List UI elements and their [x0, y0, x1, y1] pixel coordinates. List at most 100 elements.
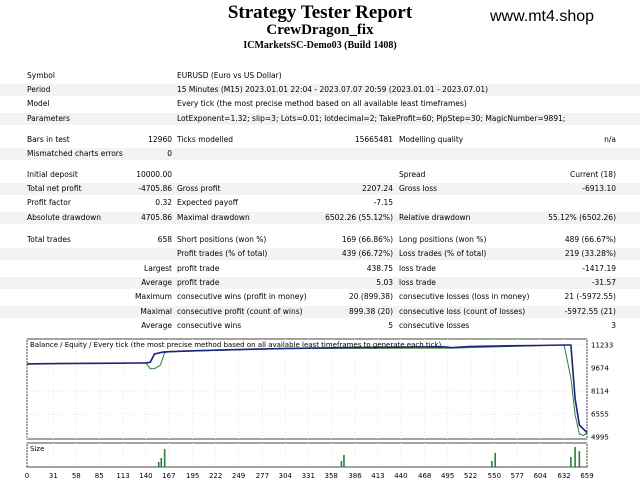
x-tick-label: 632: [557, 472, 570, 480]
x-tick-label: 659: [580, 472, 593, 480]
legend-separator: /: [58, 341, 65, 349]
long-positions-label: Long positions (won %): [399, 235, 487, 244]
watermark-link[interactable]: www.mt4.shop: [490, 8, 595, 25]
report-title: Strategy Tester Report: [227, 2, 413, 23]
legend-description: / Every tick (the most precise method ba…: [87, 341, 442, 349]
legend-balance: Balance: [30, 341, 58, 349]
legend-equity: Equity: [65, 341, 87, 349]
quality-label: Modelling quality: [399, 135, 464, 144]
spread-value: Current (18): [570, 170, 616, 179]
x-tick-label: 140: [139, 472, 152, 480]
mismatch-label: Mismatched charts errors: [27, 149, 123, 158]
largest-loss-label: loss trade: [399, 264, 436, 273]
symbol-row: Symbol EURUSD (Euro vs US Dollar): [0, 70, 640, 82]
x-tick-label: 222: [209, 472, 222, 480]
ticks-value: 15665481: [354, 135, 393, 144]
total-trades-value: 658: [157, 235, 172, 244]
profit-trades-value: 439 (66.72%): [341, 249, 393, 258]
parameters-value: LotExponent=1.32; slip=3; Lots=0.01; lot…: [177, 114, 566, 123]
x-tick-label: 495: [441, 472, 454, 480]
chart-legend: Balance / Equity / Every tick (the most …: [30, 341, 441, 349]
absolute-drawdown-label: Absolute drawdown: [27, 213, 101, 222]
profit-factor-value: 0.32: [155, 198, 172, 207]
average-loss-value: -31.57: [591, 278, 616, 287]
total-trades-row: Total trades 658 Short positions (won %)…: [0, 234, 640, 246]
symbol-value: EURUSD (Euro vs US Dollar): [177, 71, 282, 80]
y-tick-label: 6555: [591, 410, 609, 418]
model-label: Model: [27, 99, 50, 108]
max-consec-losses-label: consecutive losses (loss in money): [399, 292, 530, 301]
size-label: Size: [30, 445, 44, 453]
expert-name: CrewDragon_fix: [266, 22, 374, 38]
avg-consec-losses-value: 3: [611, 321, 616, 330]
maximal-drawdown-label: Maximal drawdown: [177, 213, 250, 222]
deposit-value: 10000.00: [136, 170, 172, 179]
maximal-profit-label: consecutive profit (count of wins): [177, 307, 303, 316]
net-profit-row: Total net profit -4705.86 Gross profit 2…: [0, 183, 640, 195]
largest-label: Largest: [144, 264, 172, 273]
largest-profit-value: 438.75: [366, 264, 393, 273]
net-profit-value: -4705.86: [138, 184, 172, 193]
size-bar: [574, 447, 576, 467]
loss-trades-label: Loss trades (% of total): [399, 249, 487, 258]
deposit-row: Initial deposit 10000.00 Spread Current …: [0, 169, 640, 181]
x-tick-label: 386: [348, 472, 362, 480]
average-profit-label: profit trade: [177, 278, 220, 287]
largest-row: Largest profit trade 438.75 loss trade -…: [0, 263, 640, 275]
max-consec-wins-label: consecutive wins (profit in money): [177, 292, 307, 301]
y-tick-label: 8114: [591, 388, 609, 396]
maximal-loss-value: -5972.55 (21): [564, 307, 616, 316]
maximal-loss-label: consecutive loss (count of losses): [399, 307, 526, 316]
largest-loss-value: -1417.19: [582, 264, 616, 273]
x-tick-label: 550: [488, 472, 501, 480]
size-bars: [157, 447, 581, 467]
x-tick-label: 167: [162, 472, 175, 480]
balance-chart: 11233 9674 8114 6555 4995 0 31 58 85 113 140 167 19…: [25, 338, 613, 480]
size-bar: [343, 455, 345, 467]
x-tick-label: 522: [464, 472, 477, 480]
max-consec-losses-value: 21 (-5972.55): [564, 292, 616, 301]
model-value: Every tick (the most precise method base…: [177, 99, 467, 108]
ticks-label: Ticks modelled: [177, 135, 234, 144]
x-tick-label: 577: [511, 472, 524, 480]
average-consec-label: Average: [141, 321, 172, 330]
average-label: Average: [141, 278, 172, 287]
profit-trades-label: Profit trades (% of total): [177, 249, 268, 258]
size-bar: [491, 461, 493, 467]
average-loss-label: loss trade: [399, 278, 436, 287]
x-tick-label: 604: [534, 472, 548, 480]
size-bar: [160, 458, 163, 467]
y-tick-labels: 11233 9674 8114 6555 4995: [591, 342, 613, 442]
period-label: Period: [27, 85, 51, 94]
period-value: 15 Minutes (M15) 2023.01.01 22:04 - 2023…: [177, 85, 489, 94]
maximal-row: Maximal consecutive profit (count of win…: [0, 306, 640, 318]
y-tick-label: 11233: [591, 342, 613, 350]
expected-payoff-label: Expected payoff: [177, 198, 238, 207]
gross-profit-label: Gross profit: [177, 184, 221, 193]
size-plot-frame: [26, 442, 588, 468]
x-tick-label: 440: [394, 472, 407, 480]
avg-consec-wins-value: 5: [388, 321, 393, 330]
maximum-label: Maximum: [135, 292, 172, 301]
size-bar: [340, 461, 343, 467]
loss-trades-value: 219 (33.28%): [564, 249, 616, 258]
long-positions-value: 489 (66.67%): [564, 235, 616, 244]
x-tick-label: 358: [325, 472, 338, 480]
mismatch-row: Mismatched charts errors 0: [0, 148, 640, 160]
size-bar: [163, 449, 166, 467]
server-name: ICMarketsSC-Demo03 (Build 1408): [243, 40, 397, 51]
bars-row: Bars in test 12960 Ticks modelled 156654…: [0, 134, 640, 146]
balance-line: [26, 344, 588, 434]
x-tick-label: 413: [371, 472, 384, 480]
x-tick-label: 304: [279, 472, 293, 480]
short-positions-label: Short positions (won %): [177, 235, 267, 244]
total-trades-label: Total trades: [27, 235, 71, 244]
x-tick-label: 468: [418, 472, 431, 480]
deposit-label: Initial deposit: [27, 170, 78, 179]
maximal-drawdown-value: 6502.26 (55.12%): [325, 213, 393, 222]
spread-label: Spread: [399, 170, 426, 179]
profit-factor-label: Profit factor: [27, 198, 71, 207]
bars-value: 12960: [148, 135, 172, 144]
y-tick-label: 4995: [591, 434, 609, 442]
maximal-profit-value: 899.38 (20): [348, 307, 393, 316]
